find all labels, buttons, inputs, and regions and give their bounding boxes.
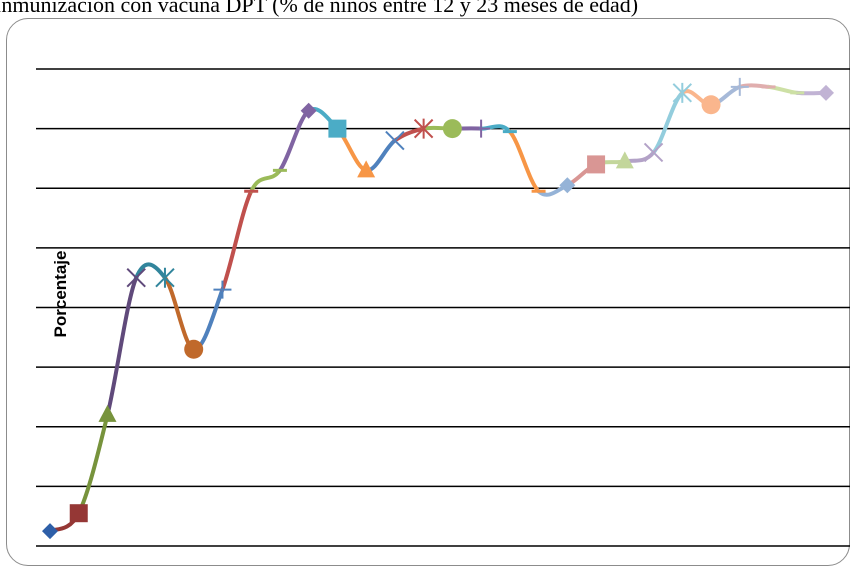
- series-segment: [651, 90, 685, 155]
- data-point-marker: [328, 119, 347, 138]
- data-point-marker: [442, 119, 462, 139]
- data-point-marker: [615, 151, 634, 169]
- chart-frame: [6, 18, 850, 566]
- series-segment: [277, 108, 311, 173]
- series-segment: [220, 189, 254, 292]
- data-point-marker: [818, 84, 834, 101]
- series-segment: [392, 126, 426, 143]
- data-point-marker: [643, 142, 664, 163]
- data-point-marker: [155, 267, 175, 288]
- data-point-marker: [730, 77, 749, 96]
- series-segment: [191, 287, 225, 352]
- y-axis-label: Porcentaje: [51, 251, 70, 338]
- data-point-marker: [69, 504, 88, 523]
- data-point-marker: [300, 102, 317, 119]
- series-markers: [42, 77, 834, 540]
- data-point-marker: [213, 280, 232, 299]
- data-point-marker: [98, 404, 117, 422]
- series-segment: [507, 129, 541, 194]
- gridlines: [36, 68, 850, 547]
- data-point-marker: [587, 155, 606, 174]
- data-point-marker: [385, 130, 405, 151]
- series-segment: [162, 275, 196, 352]
- data-point-marker: [357, 160, 376, 178]
- series-segment: [76, 412, 110, 516]
- data-point-marker: [126, 267, 146, 288]
- data-point-marker: [472, 119, 491, 138]
- data-point-marker: [701, 95, 721, 115]
- series-segment: [134, 262, 167, 280]
- data-point-marker: [559, 177, 576, 194]
- series-segment: [249, 168, 282, 194]
- data-point-marker: [672, 82, 693, 103]
- series-segments: [48, 83, 828, 534]
- data-point-marker: [413, 118, 434, 139]
- series-segment: [105, 275, 139, 417]
- data-point-marker: [42, 523, 58, 540]
- data-point-marker: [184, 339, 204, 359]
- chart-title: Inmunización con vacuna DPT (% de niños …: [0, 0, 639, 17]
